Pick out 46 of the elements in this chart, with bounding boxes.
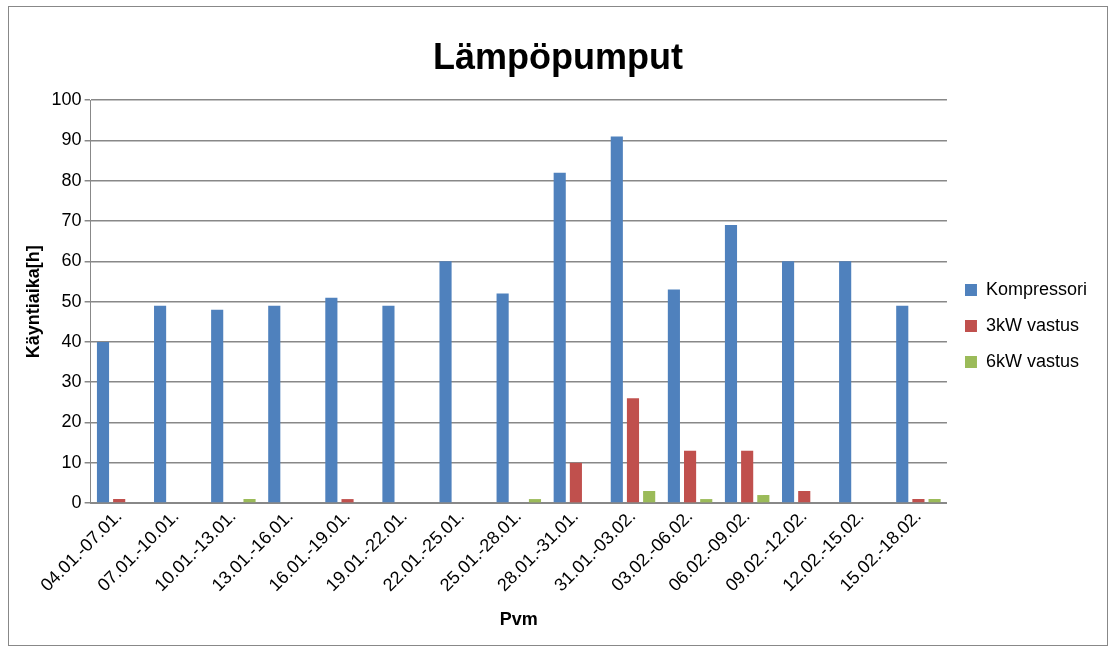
bar bbox=[325, 297, 338, 503]
y-tick-label: 70 bbox=[61, 210, 82, 231]
legend-label: 3kW vastus bbox=[985, 314, 1079, 335]
legend-label: Kompressori bbox=[985, 278, 1087, 299]
y-tick-label: 100 bbox=[51, 89, 82, 110]
y-tick-label: 10 bbox=[61, 451, 82, 472]
bar bbox=[113, 499, 126, 503]
bar bbox=[896, 305, 909, 503]
bar bbox=[211, 309, 224, 503]
bar bbox=[341, 499, 354, 503]
bar bbox=[912, 499, 925, 503]
bar bbox=[667, 289, 680, 503]
bar bbox=[96, 341, 110, 503]
y-tick-label: 30 bbox=[61, 371, 82, 392]
bar bbox=[553, 172, 566, 503]
bar bbox=[643, 491, 656, 503]
y-tick-label: 90 bbox=[61, 129, 82, 150]
bar bbox=[757, 495, 770, 503]
bar bbox=[684, 450, 697, 503]
y-tick-label: 60 bbox=[61, 250, 82, 271]
bar bbox=[724, 225, 738, 503]
bar bbox=[382, 305, 395, 503]
bar bbox=[928, 499, 941, 503]
y-tick-label: 50 bbox=[61, 290, 82, 311]
y-tick-label: 20 bbox=[61, 411, 82, 432]
bar bbox=[154, 305, 167, 503]
bar bbox=[798, 491, 811, 503]
bar bbox=[268, 305, 281, 503]
y-tick-label: 40 bbox=[61, 330, 82, 351]
chart-title: Lämpöpumput bbox=[433, 35, 683, 77]
bar bbox=[741, 450, 754, 503]
bar bbox=[528, 499, 542, 503]
bar bbox=[439, 261, 452, 503]
bar bbox=[496, 293, 509, 503]
bar bbox=[839, 261, 852, 503]
y-tick-label: 80 bbox=[61, 169, 82, 190]
x-axis-title: Pvm bbox=[499, 609, 538, 630]
bar bbox=[700, 499, 713, 503]
bar bbox=[243, 499, 256, 503]
y-tick-label: 0 bbox=[71, 492, 82, 513]
bar bbox=[569, 462, 582, 503]
legend-label: 6kW vastus bbox=[985, 350, 1079, 371]
bar bbox=[782, 261, 795, 503]
bar bbox=[610, 136, 623, 503]
y-axis-title: Käyntiaika[h] bbox=[22, 245, 43, 359]
bar bbox=[626, 398, 640, 503]
